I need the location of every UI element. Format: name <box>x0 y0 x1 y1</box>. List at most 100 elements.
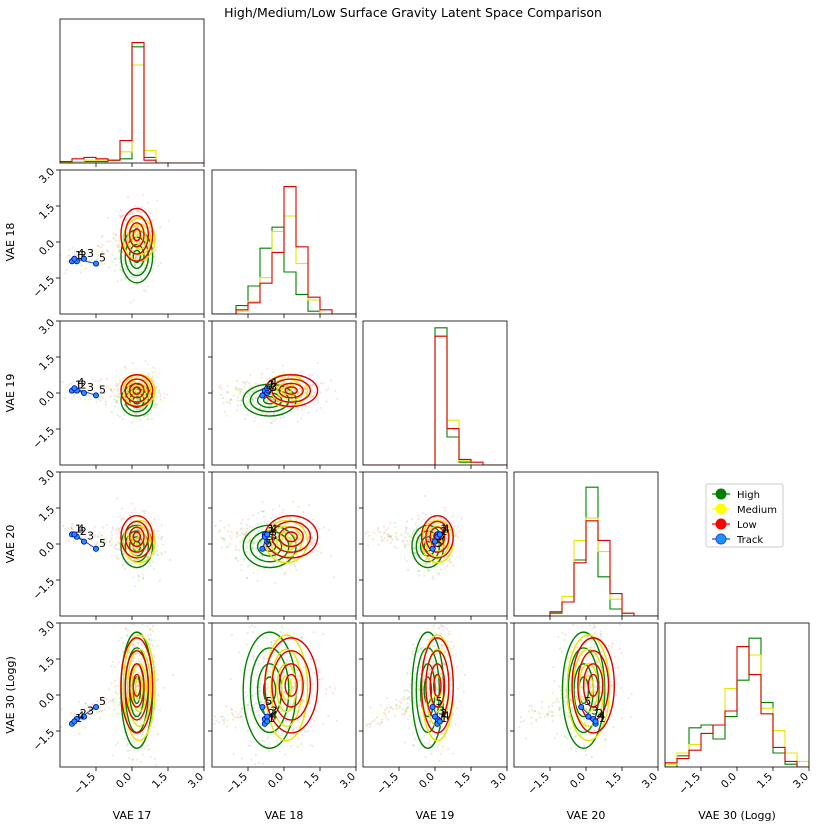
y-tick-label: 3.0 <box>37 468 57 488</box>
y-tick-label: 1.5 <box>37 353 57 373</box>
legend-label-high: High <box>737 490 760 501</box>
scatter-cloud-1-3 <box>209 501 364 584</box>
y-tick-label: 3.0 <box>37 166 57 186</box>
y-tick-label: 1.5 <box>37 655 57 675</box>
track-point-4 <box>72 256 77 261</box>
legend-marker-low <box>716 519 726 529</box>
panel-0-0 <box>60 19 204 167</box>
track-point-4 <box>437 719 442 724</box>
track-label-4: 4 <box>443 522 450 535</box>
y-tick-label: 0.0 <box>37 238 57 258</box>
track-point-5 <box>260 393 265 398</box>
y-tick-label: 3.0 <box>37 619 57 639</box>
track-label-5: 5 <box>584 695 591 708</box>
legend-label-low: Low <box>737 520 757 531</box>
track-label-3: 3 <box>591 705 598 718</box>
legend-marker-track <box>716 534 726 544</box>
track-label-5: 5 <box>99 695 106 708</box>
y-tick-label: 0.0 <box>37 540 57 560</box>
track-point-5 <box>93 393 98 398</box>
y-tick-label: −1.5 <box>31 274 58 301</box>
y-tick-label: 1.5 <box>37 504 57 524</box>
x-tick-label: 3.0 <box>791 771 811 791</box>
x-tick-label: 1.5 <box>755 771 775 791</box>
track-point-5 <box>93 261 98 266</box>
track-point-5 <box>260 704 265 709</box>
histogram-low-2 <box>363 336 507 465</box>
track-point-4 <box>72 719 77 724</box>
track-point-3 <box>586 714 591 719</box>
x-tick-label: 0.0 <box>417 771 437 791</box>
x-axis-label-2: VAE 19 <box>416 809 455 822</box>
track-point-5 <box>430 704 435 709</box>
track-label-5: 5 <box>265 537 272 550</box>
x-tick-label: 1.5 <box>604 771 624 791</box>
x-axis-label-3: VAE 20 <box>567 809 606 822</box>
histogram-low-1 <box>212 187 356 314</box>
legend-label-track: Track <box>736 535 763 546</box>
track-label-3: 3 <box>87 530 94 543</box>
y-tick-label: 3.0 <box>37 317 57 337</box>
track-label-5: 5 <box>436 695 443 708</box>
track-point-4 <box>265 719 270 724</box>
x-tick-label: 0.0 <box>114 771 134 791</box>
y-tick-label: −1.5 <box>31 727 58 754</box>
y-tick-label: −1.5 <box>31 425 58 452</box>
x-tick-label: 1.5 <box>453 771 473 791</box>
x-tick-label: −1.5 <box>72 771 99 798</box>
x-tick-label: −1.5 <box>375 771 402 798</box>
y-tick-label: −1.5 <box>31 576 58 603</box>
x-axis-label-0: VAE 17 <box>113 809 152 822</box>
y-tick-label: 1.5 <box>37 202 57 222</box>
track-point-5 <box>260 546 265 551</box>
track-point-3 <box>81 390 86 395</box>
x-tick-label: −1.5 <box>526 771 553 798</box>
x-tick-label: −1.5 <box>224 771 251 798</box>
track-label-5: 5 <box>99 383 106 396</box>
y-axis-label-1: VAE 18 <box>4 223 17 262</box>
track-point-4 <box>72 386 77 391</box>
track-point-5 <box>93 704 98 709</box>
x-tick-label: 3.0 <box>186 771 206 791</box>
track-label-5: 5 <box>99 537 106 550</box>
track-label-5: 5 <box>265 695 272 708</box>
y-axis-label-3: VAE 20 <box>4 525 17 564</box>
x-tick-label: 3.0 <box>489 771 509 791</box>
x-tick-label: 1.5 <box>302 771 322 791</box>
track-point-5 <box>430 546 435 551</box>
histogram-low-4 <box>665 647 809 767</box>
x-tick-label: 3.0 <box>640 771 660 791</box>
x-tick-label: 1.5 <box>150 771 170 791</box>
legend-marker-medium <box>716 504 726 514</box>
track-label-4: 4 <box>443 709 450 722</box>
track-label-4: 4 <box>270 522 277 535</box>
legend-marker-high <box>716 489 726 499</box>
track-label-4: 4 <box>599 709 606 722</box>
track-label-5: 5 <box>265 383 272 396</box>
track-label-4: 4 <box>270 709 277 722</box>
track-label-3: 3 <box>87 381 94 394</box>
track-label-3: 3 <box>87 705 94 718</box>
x-tick-label: 3.0 <box>338 771 358 791</box>
x-axis-label-4: VAE 30 (Logg) <box>698 809 776 822</box>
x-axis-label-1: VAE 18 <box>265 809 304 822</box>
scatter-cloud-3-4 <box>518 597 632 785</box>
chart-title: High/Medium/Low Surface Gravity Latent S… <box>224 5 602 20</box>
track-point-4 <box>593 719 598 724</box>
track-point-5 <box>93 546 98 551</box>
track-label-4: 4 <box>77 247 84 260</box>
track-point-5 <box>579 704 584 709</box>
track-label-4: 4 <box>77 522 84 535</box>
y-tick-label: 0.0 <box>37 389 57 409</box>
x-tick-label: 0.0 <box>719 771 739 791</box>
